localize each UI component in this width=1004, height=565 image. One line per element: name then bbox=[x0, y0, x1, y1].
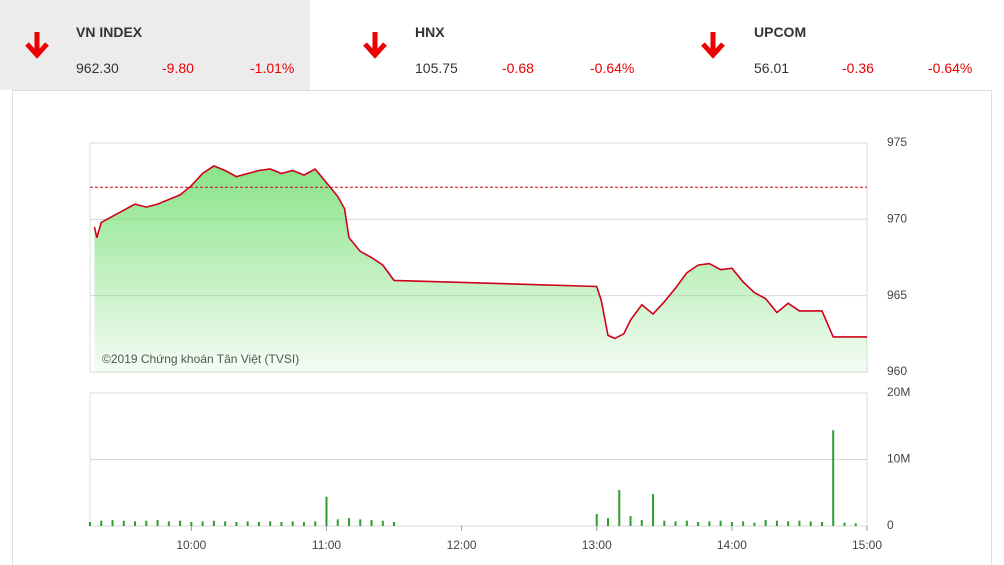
volume-bar bbox=[235, 522, 238, 526]
volume-bar bbox=[156, 520, 159, 526]
volume-bar bbox=[89, 522, 91, 526]
y-tick-label: 10M bbox=[887, 452, 910, 466]
index-tab[interactable]: HNX 105.75 -0.68 -0.64% bbox=[340, 0, 670, 90]
volume-bar bbox=[854, 523, 857, 526]
volume-bar bbox=[167, 521, 170, 526]
volume-bar bbox=[775, 520, 778, 526]
index-percent: -0.64% bbox=[928, 60, 973, 76]
x-tick-label: 12:00 bbox=[447, 538, 477, 552]
volume-bar bbox=[280, 522, 283, 526]
x-tick-label: 15:00 bbox=[852, 538, 882, 552]
volume-bar bbox=[302, 522, 305, 526]
volume-bar bbox=[809, 521, 812, 526]
y-tick-label: 975 bbox=[887, 135, 907, 149]
volume-bar bbox=[798, 520, 801, 526]
index-tab[interactable]: UPCOM 56.01 -0.36 -0.64% bbox=[680, 0, 1004, 90]
volume-bar bbox=[314, 521, 317, 526]
volume-bar bbox=[291, 521, 294, 526]
volume-bar bbox=[787, 521, 790, 526]
watermark: ©2019 Chứng khoán Tân Việt (TVSI) bbox=[102, 352, 299, 366]
volume-bar bbox=[122, 520, 125, 526]
volume-bar bbox=[325, 496, 328, 526]
volume-bar bbox=[674, 521, 677, 526]
volume-bar bbox=[742, 521, 745, 526]
index-name: VN INDEX bbox=[76, 24, 143, 40]
volume-bar bbox=[832, 430, 835, 526]
volume-bar bbox=[370, 520, 373, 526]
volume-bar bbox=[820, 522, 823, 526]
volume-bar bbox=[100, 520, 103, 526]
chart-frame bbox=[12, 90, 992, 565]
volume-bar bbox=[685, 520, 688, 526]
volume-bar bbox=[336, 519, 339, 526]
area-fill bbox=[94, 165, 867, 372]
volume-bar bbox=[145, 520, 148, 526]
volume-bar bbox=[708, 521, 711, 526]
y-tick-label: 970 bbox=[887, 212, 907, 226]
x-tick-label: 10:00 bbox=[176, 538, 206, 552]
index-percent: -1.01% bbox=[250, 60, 295, 76]
down-arrow bbox=[25, 32, 49, 59]
index-change: -9.80 bbox=[162, 60, 194, 76]
volume-bar bbox=[607, 518, 609, 526]
volume-bar bbox=[190, 522, 193, 526]
volume-bar bbox=[111, 520, 114, 526]
volume-bar bbox=[212, 520, 215, 526]
volume-bar bbox=[359, 519, 362, 526]
volume-bar bbox=[595, 514, 598, 526]
volume-bar bbox=[201, 521, 204, 526]
y-tick-label: 965 bbox=[887, 288, 907, 302]
volume-bar bbox=[246, 521, 249, 526]
volume-bar bbox=[381, 520, 384, 526]
x-tick-label: 14:00 bbox=[717, 538, 747, 552]
volume-bar bbox=[257, 522, 260, 526]
index-name: UPCOM bbox=[754, 24, 807, 40]
y-tick-label: 960 bbox=[887, 364, 907, 378]
index-change: -0.36 bbox=[842, 60, 874, 76]
index-value: 962.30 bbox=[76, 60, 119, 76]
x-tick-label: 13:00 bbox=[582, 538, 612, 552]
index-value: 105.75 bbox=[415, 60, 458, 76]
volume-bar bbox=[719, 520, 722, 526]
index-tab[interactable]: VN INDEX 962.30 -9.80 -1.01% bbox=[0, 0, 310, 90]
down-arrow bbox=[701, 32, 725, 59]
volume-bar bbox=[753, 522, 756, 526]
volume-bar bbox=[697, 522, 700, 526]
volume-bar bbox=[764, 520, 767, 526]
index-percent: -0.64% bbox=[590, 60, 635, 76]
down-arrow bbox=[363, 32, 387, 59]
index-name: HNX bbox=[415, 24, 445, 40]
volume-bar bbox=[663, 520, 666, 526]
index-change: -0.68 bbox=[502, 60, 534, 76]
volume-bar bbox=[618, 490, 621, 526]
x-tick-label: 11:00 bbox=[312, 538, 341, 552]
volume-bar bbox=[640, 520, 643, 526]
volume-bar bbox=[348, 518, 350, 526]
volume-bar bbox=[224, 521, 227, 526]
volume-bar bbox=[179, 520, 182, 526]
volume-bar bbox=[629, 516, 632, 526]
volume-bar bbox=[843, 522, 846, 526]
volume-bar bbox=[730, 522, 733, 526]
volume-bar bbox=[652, 494, 655, 526]
price-line bbox=[93, 164, 867, 340]
y-tick-label: 20M bbox=[887, 385, 910, 399]
y-tick-label: 0 bbox=[887, 518, 894, 532]
volume-bar bbox=[134, 521, 137, 526]
index-value: 56.01 bbox=[754, 60, 790, 76]
volume-bar bbox=[393, 522, 396, 526]
volume-bar bbox=[269, 521, 272, 526]
